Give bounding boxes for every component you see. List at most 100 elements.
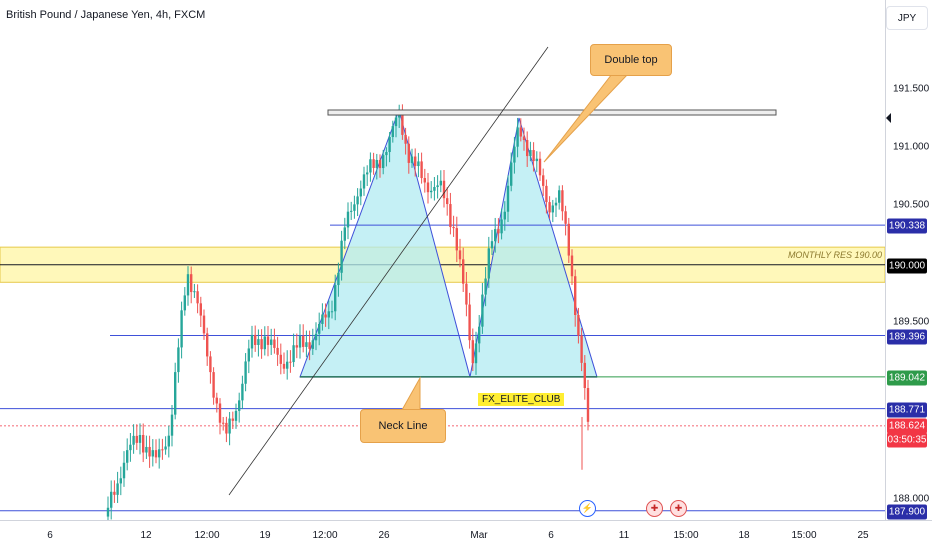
- candle: [279, 343, 282, 375]
- candle: [510, 152, 513, 192]
- candle-body: [478, 326, 481, 344]
- candle: [474, 331, 478, 375]
- watermark-label: FX_ELITE_CLUB: [478, 393, 565, 406]
- candle: [231, 411, 234, 430]
- candle-body: [407, 143, 410, 163]
- candle-body: [526, 140, 529, 157]
- double-top-callout[interactable]: Double top: [590, 44, 672, 76]
- candle-body: [167, 435, 170, 447]
- candle-body: [260, 339, 263, 350]
- chart-canvas[interactable]: [0, 0, 885, 520]
- candle-body: [382, 155, 385, 169]
- candle: [170, 404, 174, 447]
- candle: [212, 367, 215, 405]
- candle: [382, 149, 385, 175]
- candle: [122, 451, 126, 487]
- time-axis[interactable]: [0, 520, 932, 551]
- candle-body: [330, 311, 334, 313]
- candle: [330, 300, 334, 319]
- candle-body: [218, 403, 222, 423]
- candle-body: [583, 362, 586, 389]
- candle-body: [433, 187, 436, 191]
- scale-marker-icon: [886, 113, 891, 123]
- candle: [273, 328, 276, 354]
- candle-body: [378, 159, 382, 169]
- candle: [385, 147, 388, 167]
- candle-body: [263, 336, 266, 350]
- candle: [250, 325, 254, 358]
- candle-body: [234, 410, 238, 421]
- candle: [340, 230, 343, 281]
- candle: [430, 181, 433, 199]
- level-tag: 190.000: [887, 258, 927, 274]
- candle: [449, 192, 452, 235]
- candle: [199, 296, 202, 327]
- candle: [324, 303, 327, 327]
- candle-body: [455, 228, 458, 251]
- candle: [442, 170, 446, 208]
- candle: [241, 375, 244, 410]
- candle: [446, 187, 449, 216]
- candle: [183, 287, 186, 316]
- candle-body: [369, 159, 372, 173]
- candle-body: [343, 227, 346, 241]
- candle: [110, 480, 113, 520]
- candle: [318, 312, 321, 346]
- candle-body: [420, 161, 423, 179]
- candle: [356, 188, 359, 217]
- candle-body: [122, 462, 126, 479]
- candle-body: [231, 418, 234, 421]
- candle: [292, 333, 295, 367]
- lightning-event-icon[interactable]: ⚡: [579, 500, 596, 517]
- candle: [574, 269, 577, 327]
- candle-body: [542, 175, 545, 186]
- candle: [567, 217, 570, 264]
- candle-body: [586, 388, 590, 422]
- candle: [484, 266, 487, 307]
- candle-body: [324, 314, 327, 318]
- time-label: Mar: [470, 530, 488, 541]
- candle: [302, 324, 305, 353]
- candle: [407, 136, 410, 174]
- uk-flag-event-icon[interactable]: ✚: [670, 500, 687, 517]
- candle: [202, 309, 206, 340]
- candle: [353, 195, 356, 219]
- time-label: 6: [548, 530, 554, 541]
- time-label: 11: [618, 530, 630, 541]
- candle: [289, 350, 292, 373]
- candle-body: [513, 146, 516, 163]
- candle-body: [353, 204, 356, 211]
- candle-body: [295, 345, 298, 348]
- candle-body: [417, 161, 420, 167]
- candle: [423, 168, 426, 193]
- candle: [551, 199, 554, 223]
- candle-body: [449, 204, 452, 228]
- candle-body: [110, 491, 113, 508]
- candle-body: [497, 229, 500, 234]
- last-price-tag: 188.624: [887, 418, 927, 434]
- candle: [468, 292, 471, 349]
- neck-line-callout[interactable]: Neck Line: [360, 409, 446, 443]
- candle-body: [289, 361, 292, 363]
- uk-flag-event-icon[interactable]: ✚: [646, 500, 663, 517]
- currency-button[interactable]: JPY: [886, 6, 928, 30]
- candle-body: [311, 340, 314, 349]
- candle: [462, 247, 465, 292]
- candle-body: [314, 333, 318, 341]
- candle: [538, 151, 542, 182]
- time-label: 12:00: [312, 530, 338, 541]
- candle: [513, 136, 516, 174]
- candle-body: [545, 185, 548, 203]
- candle-body: [481, 294, 484, 327]
- candle-body: [439, 180, 442, 186]
- candle: [394, 111, 398, 138]
- time-label: 25: [857, 530, 869, 541]
- candle-body: [209, 356, 212, 373]
- candle: [295, 333, 298, 359]
- candle-body: [270, 339, 273, 345]
- candle: [129, 432, 132, 462]
- candle: [161, 438, 164, 460]
- candle: [529, 141, 532, 162]
- candle: [554, 197, 558, 217]
- candle-body: [196, 291, 199, 304]
